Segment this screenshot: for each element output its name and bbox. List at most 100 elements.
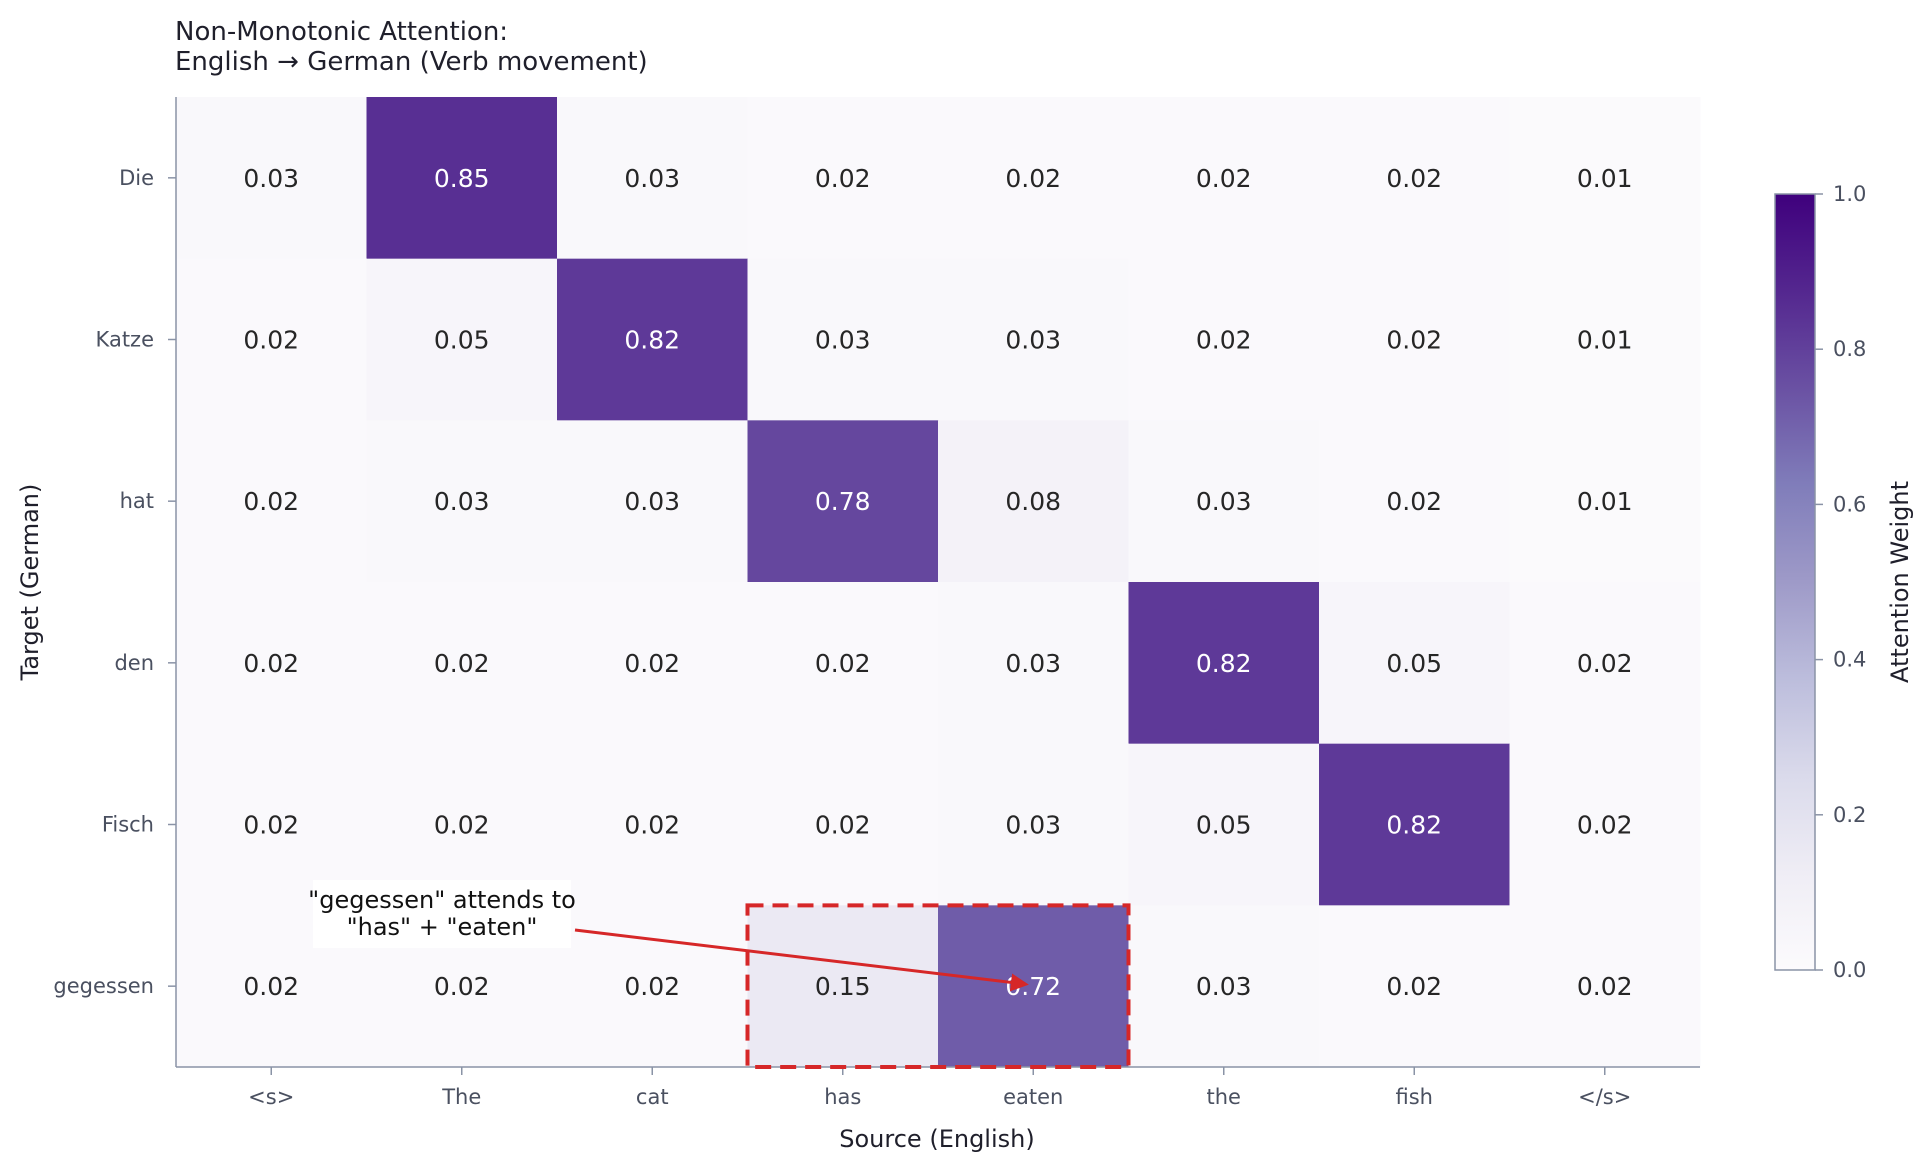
heatmap-cell-r4-c2 — [557, 743, 748, 906]
cell-value-r1-c4: 0.03 — [1005, 326, 1061, 355]
x-axis-ticks: <s> The cat has eaten the fish </s> — [248, 1067, 1631, 1109]
chart-title: Non-Monotonic Attention: English → Germa… — [175, 17, 648, 77]
x-tick-label-6: fish — [1396, 1085, 1433, 1109]
heatmap-cell-r0-c4 — [938, 97, 1129, 260]
cell-value-r3-c2: 0.02 — [624, 649, 680, 678]
cell-value-r0-c3: 0.02 — [815, 164, 871, 193]
heatmap-cell-r4-c6 — [1319, 743, 1510, 906]
cell-value-r5-c4: 0.72 — [1005, 972, 1061, 1001]
cell-value-r5-c1: 0.02 — [434, 972, 490, 1001]
x-tick-label-5: the — [1207, 1085, 1241, 1109]
cell-value-r4-c7: 0.02 — [1577, 811, 1633, 840]
cell-value-r5-c3: 0.15 — [815, 972, 871, 1001]
y-tick-label-1: Katze — [96, 328, 154, 352]
heatmap-cell-r1-c6 — [1319, 258, 1510, 421]
cell-value-r4-c1: 0.02 — [434, 811, 490, 840]
annotation-text-line-1: "gegessen" attends to — [308, 886, 576, 914]
chart-title-line-1: Non-Monotonic Attention: — [175, 17, 508, 47]
heatmap-cell-r1-c4 — [938, 258, 1129, 421]
heatmap-cell-r5-c4 — [938, 905, 1129, 1068]
cell-value-r1-c1: 0.05 — [434, 326, 490, 355]
y-axis-label: Target (German) — [16, 484, 44, 682]
colorbar-tick-label-2: 0.4 — [1833, 648, 1866, 672]
cell-value-r0-c1: 0.85 — [434, 164, 490, 193]
heatmap-cell-r4-c0 — [176, 743, 367, 906]
cell-value-r2-c0: 0.02 — [243, 487, 299, 516]
x-tick-label-0: <s> — [248, 1085, 294, 1109]
heatmap-cell-r5-c6 — [1319, 905, 1510, 1068]
annotation-background — [313, 880, 571, 948]
cell-value-r2-c4: 0.08 — [1005, 487, 1061, 516]
cell-value-r0-c7: 0.01 — [1577, 164, 1633, 193]
x-tick-label-3: has — [824, 1085, 861, 1109]
cell-value-r4-c2: 0.02 — [624, 811, 680, 840]
cell-value-r4-c4: 0.03 — [1005, 811, 1061, 840]
heatmap-cell-r4-c3 — [747, 743, 939, 906]
cell-value-r3-c7: 0.02 — [1577, 649, 1633, 678]
heatmap-cell-r0-c2 — [557, 97, 748, 260]
annotation-text-line-2: "has" + "eaten" — [347, 913, 538, 941]
heatmap-cell-r5-c7 — [1509, 905, 1701, 1068]
heatmap-cell-r3-c3 — [747, 582, 939, 745]
cell-value-r2-c7: 0.01 — [1577, 487, 1633, 516]
heatmap-cell-r3-c0 — [176, 582, 367, 745]
heatmap-cell-r2-c0 — [176, 420, 367, 583]
annotation-arrow — [574, 928, 1029, 992]
heatmap-cell-r2-c7 — [1509, 420, 1701, 583]
heatmap-cell-r1-c7 — [1509, 258, 1701, 421]
heatmap-cell-r4-c7 — [1509, 743, 1701, 906]
heatmap-cell-r3-c7 — [1509, 582, 1701, 745]
heatmap-cell-r2-c2 — [557, 420, 748, 583]
cell-value-r3-c5: 0.82 — [1196, 649, 1252, 678]
cell-value-r5-c0: 0.02 — [243, 972, 299, 1001]
cell-value-r1-c2: 0.82 — [624, 326, 680, 355]
cell-value-r1-c5: 0.02 — [1196, 326, 1252, 355]
cell-value-r3-c4: 0.03 — [1005, 649, 1061, 678]
y-tick-label-2: hat — [120, 489, 154, 513]
cell-value-r0-c0: 0.03 — [243, 164, 299, 193]
heatmap-cell-r1-c3 — [747, 258, 939, 421]
heatmap-cell-r0-c0 — [176, 97, 367, 260]
cell-value-r0-c6: 0.02 — [1386, 164, 1442, 193]
heatmap-cell-r4-c4 — [938, 743, 1129, 906]
heatmap-cell-r1-c2 — [557, 258, 748, 421]
x-tick-label-1: The — [441, 1085, 481, 1109]
highlight-box — [745, 903, 1131, 1069]
heatmap-cell-r3-c1 — [366, 582, 558, 745]
x-tick-label-7: </s> — [1578, 1085, 1631, 1109]
cell-value-r2-c1: 0.03 — [434, 487, 490, 516]
cell-value-r2-c6: 0.02 — [1386, 487, 1442, 516]
cell-value-r2-c5: 0.03 — [1196, 487, 1252, 516]
heatmap-cell-r3-c2 — [557, 582, 748, 745]
colorbar-tick-label-0: 0.0 — [1833, 958, 1866, 982]
y-tick-label-3: den — [114, 651, 154, 675]
cell-value-r4-c6: 0.82 — [1386, 811, 1442, 840]
x-tick-label-2: cat — [636, 1085, 669, 1109]
heatmap-cell-r0-c1 — [366, 97, 558, 260]
heatmap-cell-r0-c5 — [1128, 97, 1320, 260]
heatmap-cell-r1-c5 — [1128, 258, 1320, 421]
heatmap-cell-r5-c5 — [1128, 905, 1320, 1068]
heatmap-cell-r4-c5 — [1128, 743, 1320, 906]
colorbar-tick-label-4: 0.8 — [1833, 337, 1866, 361]
cell-value-r4-c5: 0.05 — [1196, 811, 1252, 840]
cell-value-r0-c5: 0.02 — [1196, 164, 1252, 193]
colorbar-tick-label-3: 0.6 — [1833, 492, 1866, 516]
colorbar-tick-label-5: 1.0 — [1833, 182, 1866, 206]
chart-title-line-2: English → German (Verb movement) — [175, 47, 648, 77]
cell-value-r0-c4: 0.02 — [1005, 164, 1061, 193]
heatmap-cell-r3-c5 — [1128, 582, 1320, 745]
cell-value-r3-c1: 0.02 — [434, 649, 490, 678]
y-tick-label-0: Die — [119, 166, 154, 190]
cell-value-r5-c2: 0.02 — [624, 972, 680, 1001]
cell-value-r2-c3: 0.78 — [815, 487, 871, 516]
cell-value-r1-c0: 0.02 — [243, 326, 299, 355]
heatmap-value-labels: 0.03 0.85 0.03 0.02 0.02 0.02 0.02 0.01 0.02 0.05… — [243, 164, 1632, 1001]
cell-value-r1-c6: 0.02 — [1386, 326, 1442, 355]
heatmap-cell-r0-c3 — [747, 97, 939, 260]
cell-value-r0-c2: 0.03 — [624, 164, 680, 193]
colorbar-ticks: 0.0 0.2 0.4 0.6 0.8 1.0 — [1815, 182, 1866, 982]
heatmap-cell-r0-c7 — [1509, 97, 1701, 260]
